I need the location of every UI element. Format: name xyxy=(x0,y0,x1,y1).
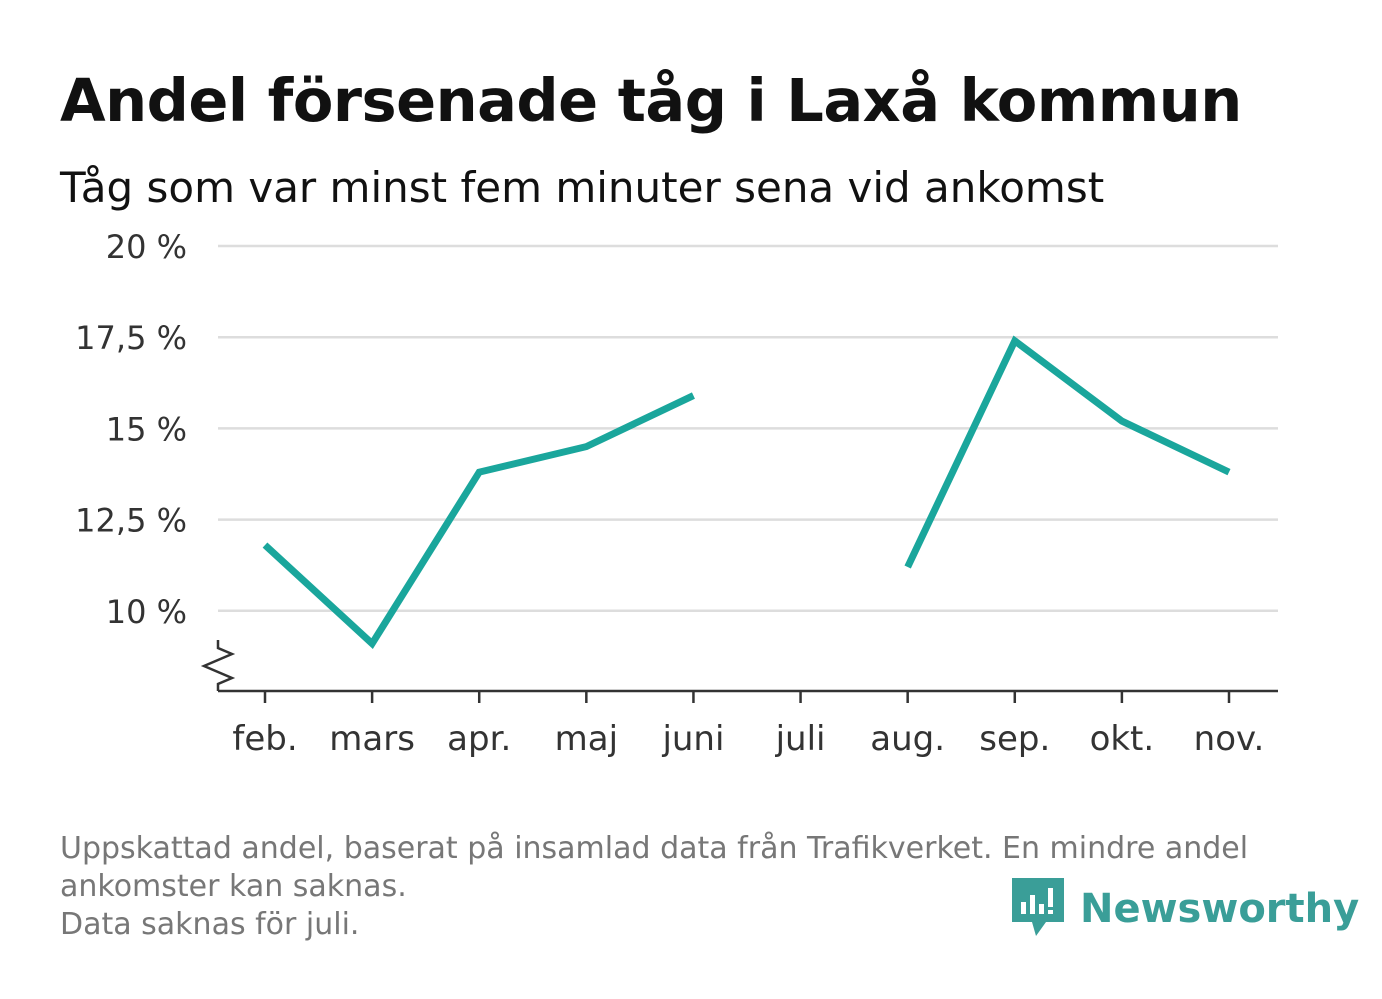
x-tick-label: sep. xyxy=(979,719,1050,759)
brand-name: Newsworthy xyxy=(1080,886,1360,932)
x-tick-label: juni xyxy=(661,719,724,759)
footnote-line-3: Data saknas för juli. xyxy=(60,907,360,942)
x-tick-label: aug. xyxy=(870,719,945,759)
footnote-line-2: ankomster kan saknas. xyxy=(60,869,407,904)
x-tick-label: apr. xyxy=(447,719,511,759)
series-line xyxy=(262,392,695,650)
line-chart: 10 % 12,5 % 15 % 17,5 % 20 % feb. mars apr. maj j… xyxy=(75,228,1278,759)
x-tick-label: okt. xyxy=(1090,719,1155,759)
x-tick-label: nov. xyxy=(1194,719,1265,759)
y-tick-label: 10 % xyxy=(106,593,187,631)
y-tick-label: 12,5 % xyxy=(75,502,187,540)
newsworthy-logo-icon xyxy=(1012,878,1064,936)
x-tick-label: feb. xyxy=(232,719,297,759)
y-tick-label: 17,5 % xyxy=(75,319,187,357)
x-tick-label: maj xyxy=(555,719,618,759)
footnote-line-1: Uppskattad andel, baserat på insamlad da… xyxy=(60,831,1249,866)
x-tick-label: mars xyxy=(329,719,415,759)
axis-break-icon xyxy=(200,640,236,691)
y-tick-label: 20 % xyxy=(106,228,187,266)
footnote: Uppskattad andel, baserat på insamlad da… xyxy=(60,830,1310,944)
y-tick-label: 15 % xyxy=(106,410,187,448)
series-line xyxy=(904,335,1231,569)
chart-subtitle: Tåg som var minst fem minuter sena vid a… xyxy=(60,163,1105,212)
x-tick-label: juli xyxy=(775,719,826,759)
chart-title: Andel försenade tåg i Laxå kommun xyxy=(60,66,1242,135)
brand: Newsworthy xyxy=(1012,878,1359,940)
